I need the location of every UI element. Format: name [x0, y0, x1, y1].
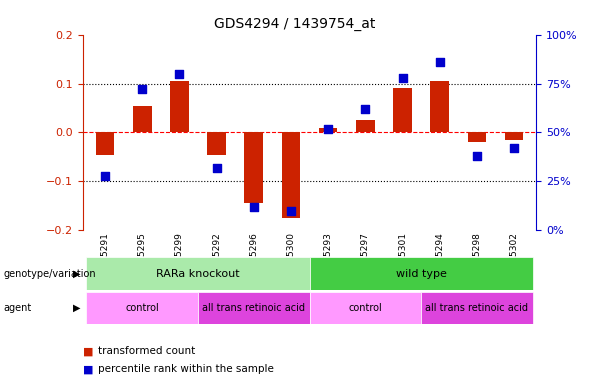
Bar [310, 292, 421, 324]
Text: ▶: ▶ [73, 268, 80, 279]
Bar [245, 132, 263, 204]
Point [323, 126, 333, 132]
Point [100, 172, 110, 179]
Text: percentile rank within the sample: percentile rank within the sample [98, 364, 274, 374]
Point [175, 71, 185, 77]
Point [398, 74, 408, 81]
Text: agent: agent [3, 303, 31, 313]
Text: wild type: wild type [395, 268, 446, 279]
Text: ▶: ▶ [73, 303, 80, 313]
Text: control: control [348, 303, 383, 313]
Bar [86, 257, 310, 290]
Text: genotype/variation: genotype/variation [3, 268, 96, 279]
Point [211, 165, 221, 171]
Bar [207, 132, 226, 154]
Point [509, 145, 519, 151]
Text: control: control [126, 303, 159, 313]
Text: ■: ■ [83, 364, 93, 374]
Bar [504, 132, 524, 140]
Bar [430, 81, 449, 132]
Bar [282, 132, 300, 218]
Bar [421, 292, 533, 324]
Text: all trans retinoic acid: all trans retinoic acid [425, 303, 528, 313]
Point [472, 153, 482, 159]
Bar [96, 132, 115, 154]
Point [249, 204, 259, 210]
Text: ■: ■ [83, 346, 93, 356]
Point [137, 86, 147, 93]
Point [286, 208, 296, 214]
Point [360, 106, 370, 112]
Bar [170, 81, 189, 132]
Text: GDS4294 / 1439754_at: GDS4294 / 1439754_at [213, 17, 375, 31]
Bar [310, 257, 533, 290]
Text: RARa knockout: RARa knockout [156, 268, 240, 279]
Text: transformed count: transformed count [98, 346, 196, 356]
Point [435, 59, 444, 65]
Text: all trans retinoic acid: all trans retinoic acid [202, 303, 305, 313]
Bar [356, 120, 375, 132]
Bar [393, 88, 412, 132]
Bar [133, 106, 151, 132]
Bar [198, 292, 310, 324]
Bar [319, 127, 337, 132]
Bar [86, 292, 198, 324]
Bar [468, 132, 486, 142]
